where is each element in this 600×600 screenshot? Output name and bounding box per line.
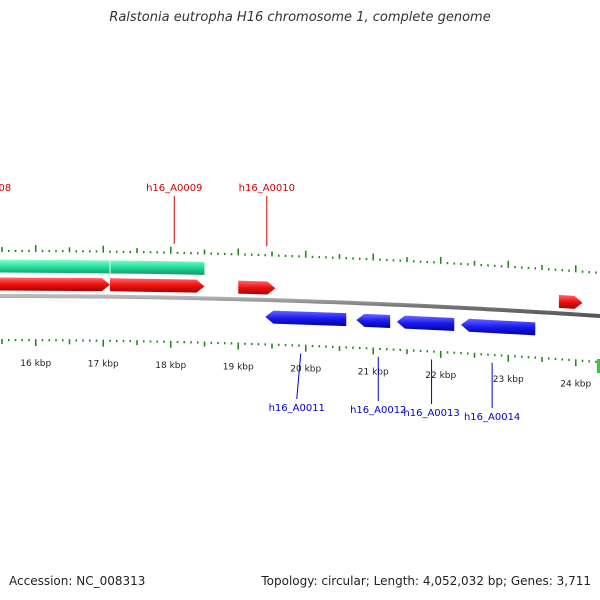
ruler-label: 21 kbp: [358, 368, 389, 378]
ruler-label: 22 kbp: [425, 371, 456, 381]
ruler-label: 23 kbp: [493, 375, 524, 385]
gene-arrow-next_forward_gene[interactable]: [558, 294, 583, 309]
ruler-label: 16 kbp: [20, 359, 51, 369]
ruler-label: 20 kbp: [290, 365, 321, 375]
gene-arrow-h16_A0014[interactable]: [461, 318, 536, 336]
topology-text: Topology: circular; Length: 4,052,032 bp…: [261, 574, 591, 588]
gene-arrow-h16_A0009[interactable]: [110, 278, 205, 293]
tick-layer: 16 kbp 17 kbp 18 kbp 19 kbp 20 kbp 21 kbp 22 k…: [1, 245, 600, 389]
gene-label-h16_A0013[interactable]: h16_A0013: [403, 408, 459, 419]
backbone-layer: [0, 294, 600, 318]
gene-layer: [0, 277, 583, 336]
edge-ring-fragment: [597, 359, 600, 373]
gene-label-h16_A0009[interactable]: h16_A0009: [146, 183, 202, 194]
ruler-label: 19 kbp: [223, 362, 254, 372]
map-title: Ralstonia eutropha H16 chromosome 1, com…: [109, 10, 491, 25]
label-layer: h16_A0008 h16_A0009 h16_A0010 h16_A0011 h16_…: [0, 183, 520, 423]
ruler-label: 24 kbp: [560, 379, 591, 389]
gene-arrow-h16_A0013[interactable]: [396, 315, 455, 331]
gene-arrow-h16_A0011[interactable]: [265, 310, 347, 327]
genome-backbone: [0, 294, 600, 318]
cds-band-layer: [0, 259, 205, 275]
gene-label-h16_A0011[interactable]: h16_A0011: [269, 403, 325, 414]
gene-arrow-h16_A0010[interactable]: [238, 280, 276, 295]
ruler-label: 18 kbp: [155, 361, 186, 371]
gene-arrow-h16_A0012[interactable]: [356, 313, 391, 328]
gene-arrow-h16_A0008[interactable]: [0, 277, 110, 292]
accession-text: Accession: NC_008313: [9, 574, 146, 588]
gene-label-h16_A0008[interactable]: h16_A0008: [0, 183, 11, 194]
gene-label-h16_A0010[interactable]: h16_A0010: [239, 183, 295, 194]
gene-label-h16_A0012[interactable]: h16_A0012: [350, 405, 406, 416]
ruler-label: 17 kbp: [88, 360, 119, 370]
gene-label-h16_A0014[interactable]: h16_A0014: [464, 412, 520, 423]
gene-leader-h16_A0011: [296, 353, 302, 400]
cds-band: [0, 259, 205, 275]
